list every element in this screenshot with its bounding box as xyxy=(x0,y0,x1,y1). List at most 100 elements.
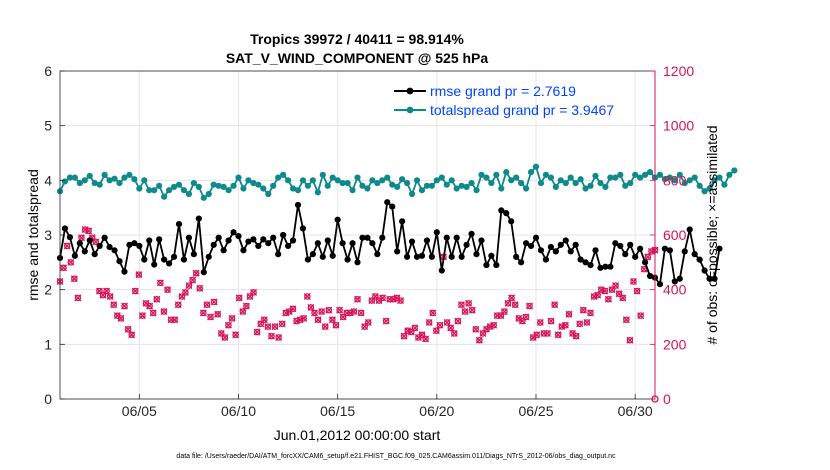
obs-marker xyxy=(328,316,336,324)
obs-marker xyxy=(124,325,132,333)
obs-marker xyxy=(619,294,627,302)
rmse-point xyxy=(602,263,609,270)
x-tick-label: 06/05 xyxy=(122,403,157,419)
obs-marker xyxy=(479,329,487,337)
obs-possible-marker xyxy=(433,327,440,334)
totalspread-point xyxy=(478,171,485,178)
obs-assimilated-marker xyxy=(536,319,544,326)
obs-marker xyxy=(85,227,93,235)
obs-assimilated-marker xyxy=(63,242,71,250)
obs-assimilated-marker xyxy=(443,319,451,326)
obs-possible-marker xyxy=(429,309,437,317)
obs-marker xyxy=(199,309,207,317)
totalspread-point xyxy=(106,177,113,184)
obs-assimilated-marker xyxy=(526,302,534,310)
obs-assimilated-marker xyxy=(622,316,630,324)
totalspread-point xyxy=(617,171,624,178)
obs-marker xyxy=(60,264,68,272)
totalspread-point xyxy=(721,181,728,188)
obs-possible-marker xyxy=(221,334,229,341)
totalspread-point xyxy=(66,174,74,181)
rmse-series xyxy=(56,199,723,288)
obs-assimilated-marker xyxy=(382,317,390,325)
obs-marker xyxy=(551,301,559,309)
obs-marker xyxy=(626,336,634,344)
obs-marker xyxy=(103,287,111,295)
rmse-point xyxy=(493,261,500,269)
obs-marker xyxy=(271,323,279,331)
rmse-point xyxy=(324,237,331,244)
rmse-point xyxy=(270,234,277,241)
obs-possible-marker xyxy=(257,320,264,328)
rmse-point xyxy=(428,253,435,260)
obs-marker xyxy=(239,308,247,315)
obs-possible-marker xyxy=(67,259,75,266)
obs-assimilated-marker xyxy=(235,294,243,302)
obs-assimilated-marker xyxy=(199,309,207,317)
obs-marker xyxy=(572,332,580,340)
rmse-point xyxy=(86,237,93,244)
rmse-point xyxy=(646,272,654,280)
obs-assimilated-marker xyxy=(275,334,283,341)
rmse-point xyxy=(637,245,644,252)
y-tick-label-right: 1200 xyxy=(663,63,694,79)
totalspread-point xyxy=(359,182,366,189)
rmse-point xyxy=(453,234,460,241)
totalspread-point xyxy=(364,185,371,192)
obs-assimilated-marker xyxy=(153,295,161,303)
totalspread-point xyxy=(319,171,326,178)
rmse-point xyxy=(304,256,312,263)
rmse-point xyxy=(240,247,247,254)
obs-assimilated-marker xyxy=(189,276,197,284)
rmse-point xyxy=(641,259,649,266)
obs-marker xyxy=(364,319,372,326)
obs-marker xyxy=(350,308,358,315)
rmse-point xyxy=(676,275,683,282)
obs-assimilated-marker xyxy=(597,286,605,294)
totalspread-point xyxy=(448,177,455,184)
totalspread-point xyxy=(374,179,381,187)
obs-assimilated-marker xyxy=(576,320,584,328)
obs-marker xyxy=(622,316,630,324)
totalspread-point xyxy=(131,176,138,183)
obs-marker xyxy=(253,328,261,336)
obs-possible-marker xyxy=(411,324,419,332)
obs-marker xyxy=(644,253,652,261)
rmse-point xyxy=(329,252,336,259)
obs-possible-marker xyxy=(526,302,533,310)
obs-possible-marker xyxy=(490,321,497,329)
obs-assimilated-marker xyxy=(171,316,179,324)
obs-assimilated-marker xyxy=(221,334,229,341)
obs-assimilated-marker xyxy=(472,325,480,333)
obs-marker xyxy=(454,317,462,325)
obs-assimilated-marker xyxy=(364,319,372,326)
obs-possible-marker xyxy=(630,278,637,285)
obs-possible-marker xyxy=(271,323,279,330)
obs-assimilated-marker xyxy=(551,301,559,309)
obs-assimilated-marker xyxy=(232,331,240,339)
obs-marker xyxy=(457,301,465,309)
rmse-point xyxy=(136,242,143,250)
obs-layer xyxy=(56,226,659,403)
totalspread-point xyxy=(151,187,158,194)
obs-possible-marker xyxy=(275,334,282,341)
rmse-point xyxy=(661,245,669,252)
totalspread-point xyxy=(116,179,123,187)
obs-assimilated-marker xyxy=(554,331,562,339)
totalspread-point xyxy=(215,182,222,189)
obs-assimilated-marker xyxy=(242,302,250,310)
obs-marker xyxy=(214,310,222,318)
obs-marker xyxy=(561,321,569,329)
obs-marker xyxy=(210,298,218,306)
totalspread-point xyxy=(522,185,530,192)
obs-possible-marker xyxy=(572,332,580,340)
rmse-point xyxy=(349,240,356,247)
obs-assimilated-marker xyxy=(268,332,275,340)
rmse-point xyxy=(101,234,108,241)
totalspread-point xyxy=(369,177,376,184)
obs-assimilated-marker xyxy=(400,332,408,340)
obs-assimilated-marker xyxy=(110,301,118,309)
obs-marker xyxy=(604,295,612,303)
rmse-point xyxy=(597,264,604,271)
y-tick-label-left: 0 xyxy=(44,391,52,407)
